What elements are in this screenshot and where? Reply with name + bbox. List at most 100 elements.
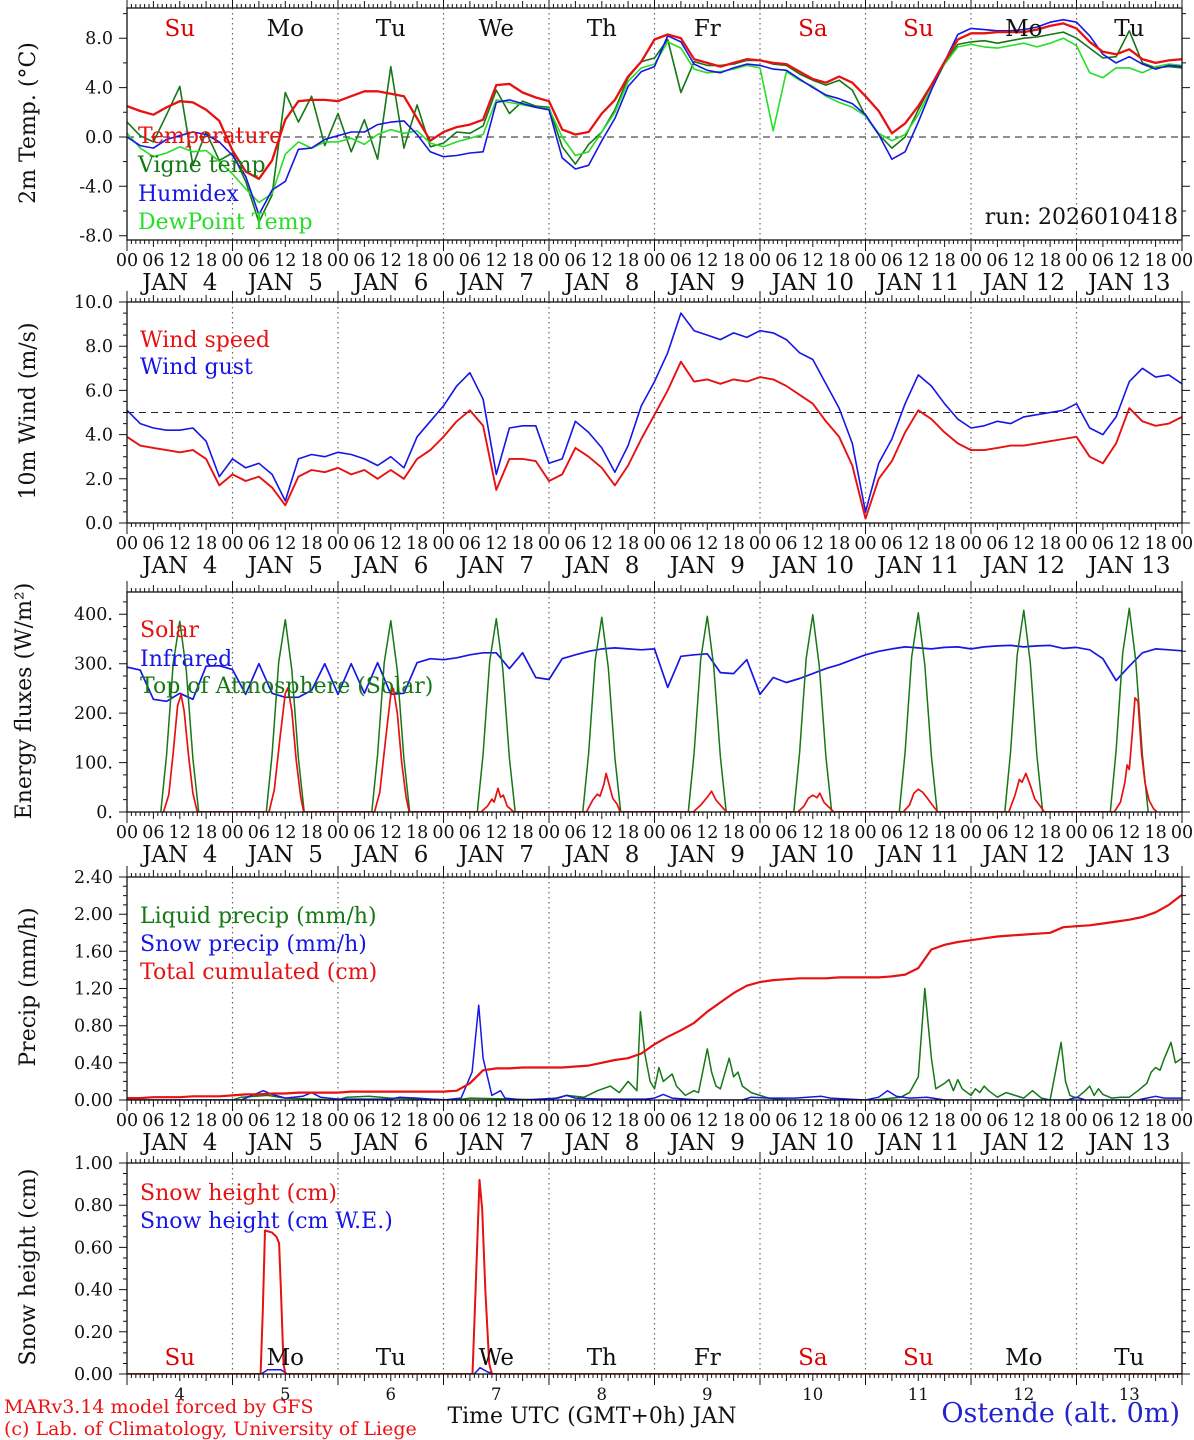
x-hour-label: 18 <box>617 823 639 843</box>
x-hour-label: 12 <box>380 1111 402 1131</box>
x-hour-label: 18 <box>828 1111 850 1131</box>
x-hour-label: 12 <box>169 823 191 843</box>
x-hour-label: 18 <box>933 534 955 554</box>
y-tick-label: -8.0 <box>79 227 113 247</box>
x-hour-label: 06 <box>986 823 1008 843</box>
x-hour-label: 06 <box>459 251 481 271</box>
y-tick-label: 0. <box>96 803 113 823</box>
legend-snow-height-we: Snow height (cm W.E.) <box>140 1209 393 1234</box>
x-hour-label: 00 <box>116 1111 138 1131</box>
panel-snow-height: 0.00 0.20 0.40 0.60 0.80 1.00 4 5 6 7 8 9 10 11 12 13 Su… <box>74 1152 1190 1404</box>
x-hour-label: 06 <box>248 823 270 843</box>
legend-solar: Solar <box>140 618 199 643</box>
series-total-cumulated <box>127 893 1182 1100</box>
x-hour-label: 00 <box>749 534 771 554</box>
x-hour-label: 00 <box>960 823 982 843</box>
x-hour-label: 18 <box>1144 1111 1166 1131</box>
x-hour-label: 06 <box>881 1111 903 1131</box>
legend-vigne-temp: Vigne temp <box>138 153 266 178</box>
x-hour-label: 00 <box>1171 251 1193 271</box>
x-date-label: JAN 12 <box>981 553 1066 579</box>
x-hour-label: 00 <box>1065 823 1087 843</box>
x-hour-label: 06 <box>142 1111 164 1131</box>
x-day-number: 4 <box>175 1385 186 1404</box>
panel-wind-speed: 0.02.04.06.08.010.000 06 12 18 00 06 12 18 00 06 1… <box>74 291 1193 579</box>
x-hour-label: 06 <box>459 823 481 843</box>
x-date-label: JAN 11 <box>875 1130 960 1156</box>
x-hour-label: 06 <box>986 534 1008 554</box>
x-hour-label: 18 <box>300 823 322 843</box>
x-date-label: JAN 6 <box>351 1130 428 1156</box>
x-hour-label: 18 <box>617 534 639 554</box>
series-snow-height <box>127 1178 1182 1374</box>
x-date-label: JAN 9 <box>668 553 745 579</box>
legend-dewpoint-temp: DewPoint Temp <box>138 210 313 235</box>
x-hour-label: 06 <box>1092 1111 1114 1131</box>
weekday-label: Tu <box>1114 16 1144 42</box>
x-day-number: 8 <box>597 1385 608 1404</box>
x-hour-label: 06 <box>775 823 797 843</box>
x-date-label: JAN 10 <box>770 553 855 579</box>
x-date-label: JAN 10 <box>770 1130 855 1156</box>
station-label: Ostende (alt. 0m) <box>941 1398 1180 1429</box>
x-hour-label: 12 <box>696 251 718 271</box>
weekday-label: Su <box>903 16 934 42</box>
x-hour-label: 12 <box>274 251 296 271</box>
x-hour-label: 18 <box>1144 534 1166 554</box>
x-day-number: 10 <box>802 1385 823 1404</box>
x-hour-label: 06 <box>248 251 270 271</box>
legend-humidex: Humidex <box>138 182 239 207</box>
x-date-label: JAN 4 <box>140 553 217 579</box>
y-tick-label: 100. <box>74 754 113 774</box>
x-hour-label: 12 <box>380 823 402 843</box>
x-hour-label: 00 <box>1171 534 1193 554</box>
x-hour-label: 18 <box>828 823 850 843</box>
x-hour-label: 06 <box>248 534 270 554</box>
x-day-number: 9 <box>702 1385 713 1404</box>
y-tick-label: 200. <box>74 704 113 724</box>
x-hour-label: 00 <box>538 534 560 554</box>
x-hour-label: 12 <box>591 251 613 271</box>
x-hour-label: 18 <box>195 251 217 271</box>
x-hour-label: 06 <box>142 534 164 554</box>
x-hour-label: 18 <box>933 823 955 843</box>
x-hour-label: 00 <box>116 251 138 271</box>
y-axis-title-wind: 10m Wind (m/s) <box>16 322 41 500</box>
x-date-label: JAN 7 <box>457 553 534 579</box>
y-tick-label: 6.0 <box>85 381 113 401</box>
y-tick-label: 0.00 <box>74 1091 113 1111</box>
x-day-number: 12 <box>1013 1385 1034 1404</box>
x-date-label: JAN 12 <box>981 1130 1066 1156</box>
x-hour-label: 18 <box>617 251 639 271</box>
x-hour-label: 00 <box>327 251 349 271</box>
series-dewpoint-temp <box>127 37 1182 204</box>
x-date-label: JAN 6 <box>351 553 428 579</box>
x-hour-label: 12 <box>485 534 507 554</box>
y-tick-label: 300. <box>74 655 113 675</box>
y-tick-label: 1.20 <box>74 980 113 1000</box>
x-hour-label: 06 <box>986 251 1008 271</box>
x-hour-label: 18 <box>511 534 533 554</box>
x-hour-label: 18 <box>617 1111 639 1131</box>
panel-temperature: -8.0-4.00.04.08.000 06 12 18 00 06 12 18 00 06 12 1… <box>79 0 1193 296</box>
y-tick-label: 4.0 <box>85 426 113 446</box>
x-hour-label: 12 <box>802 251 824 271</box>
legend-snow-height: Snow height (cm) <box>140 1181 337 1206</box>
legend-toa-solar: Top of Atmosphere (Solar) <box>140 674 434 699</box>
x-hour-label: 00 <box>854 534 876 554</box>
x-hour-label: 00 <box>116 534 138 554</box>
x-hour-label: 00 <box>854 1111 876 1131</box>
y-tick-label: 400. <box>74 605 113 625</box>
x-day-number: 5 <box>280 1385 291 1404</box>
x-hour-label: 00 <box>327 1111 349 1131</box>
x-date-label: JAN 8 <box>562 842 639 868</box>
x-hour-label: 18 <box>722 823 744 843</box>
x-day-number: 6 <box>386 1385 397 1404</box>
weekday-label: Th <box>587 1345 617 1371</box>
x-date-label: JAN 13 <box>1086 1130 1171 1156</box>
x-hour-label: 06 <box>459 534 481 554</box>
x-hour-label: 06 <box>353 534 375 554</box>
weekday-label: Tu <box>1114 1345 1144 1371</box>
x-day-number: 13 <box>1119 1385 1140 1404</box>
